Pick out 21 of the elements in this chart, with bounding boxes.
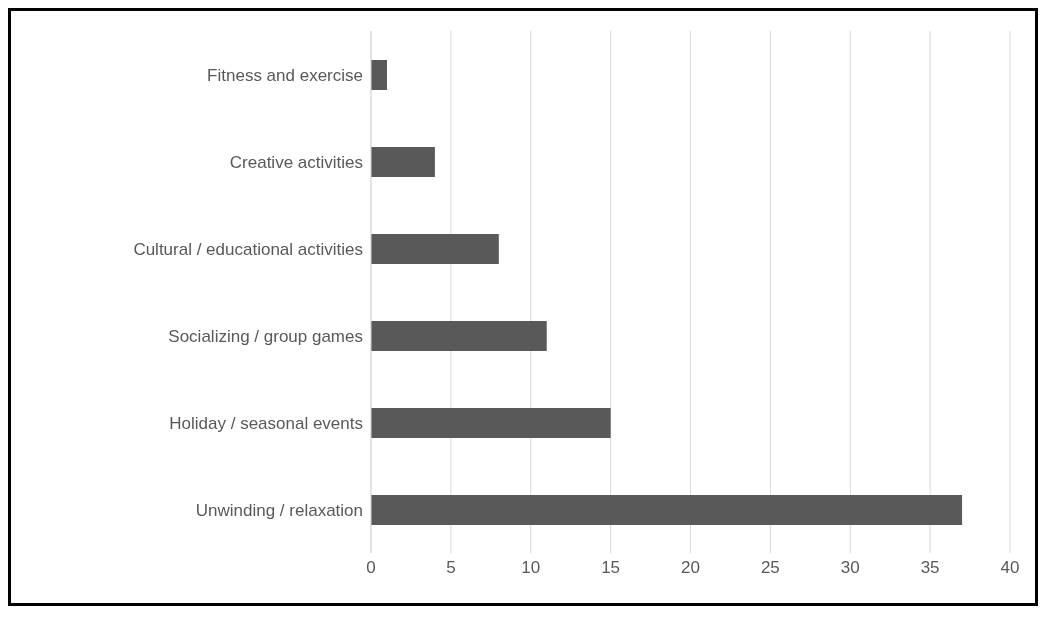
x-tick-label: 20 bbox=[681, 558, 700, 578]
bar bbox=[371, 234, 499, 264]
bar bbox=[371, 408, 611, 438]
y-tick-label: Cultural / educational activities bbox=[133, 239, 363, 259]
x-tick-label: 40 bbox=[1000, 558, 1020, 578]
bar bbox=[371, 495, 963, 525]
y-tick-label: Fitness and exercise bbox=[207, 65, 363, 85]
x-tick-label: 5 bbox=[446, 558, 456, 578]
y-tick-label: Unwinding / relaxation bbox=[195, 500, 363, 520]
y-tick-label: Socializing / group games bbox=[168, 326, 363, 346]
x-tick-label: 10 bbox=[521, 558, 541, 578]
x-tick-label: 0 bbox=[366, 558, 376, 578]
bar bbox=[371, 321, 547, 351]
x-tick-label: 35 bbox=[920, 558, 940, 578]
y-tick-label: Holiday / seasonal events bbox=[169, 413, 363, 433]
x-tick-label: 25 bbox=[760, 558, 780, 578]
x-tick-label: 15 bbox=[601, 558, 621, 578]
bar bbox=[371, 60, 387, 90]
bar bbox=[371, 147, 435, 177]
y-tick-label: Creative activities bbox=[229, 152, 363, 172]
x-tick-label: 30 bbox=[840, 558, 860, 578]
